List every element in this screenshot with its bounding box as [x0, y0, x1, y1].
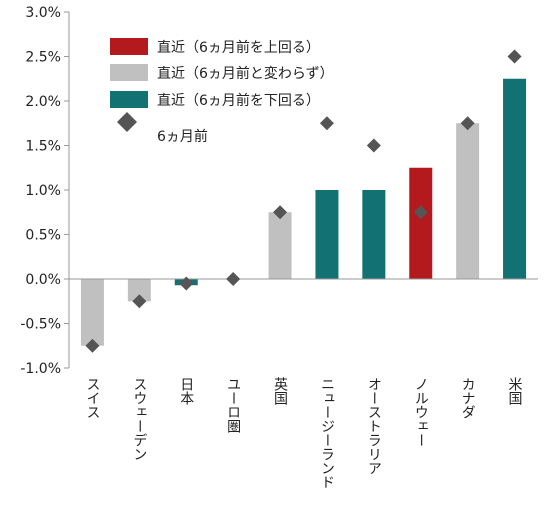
y-tick-label: 1.5% — [25, 139, 61, 155]
bar-9 — [503, 78, 527, 279]
bar-8 — [456, 123, 480, 279]
y-tick-label: 2.0% — [25, 94, 61, 110]
legend-label: 直近（6ヵ月前と変わらず） — [157, 65, 334, 82]
y-tick-label: 2.5% — [25, 50, 61, 66]
prev-marker-1 — [132, 294, 147, 309]
y-tick-label: 1.0% — [25, 183, 61, 199]
legend-swatch-higher — [110, 38, 148, 55]
legend-swatch-lower — [110, 91, 148, 108]
category-label: ユーロ圏 — [225, 377, 241, 434]
category-label: ノルウェー — [413, 377, 429, 447]
prev-marker-9 — [507, 49, 522, 64]
prev-marker-4 — [273, 205, 288, 220]
prev-marker-5 — [319, 116, 334, 131]
bar-6 — [362, 190, 386, 279]
category-label: オーストラリア — [366, 377, 382, 475]
bar-1 — [127, 279, 151, 302]
prev-marker-8 — [460, 116, 475, 131]
bar-4 — [268, 212, 292, 279]
prev-marker-6 — [366, 138, 381, 153]
prev-marker-0 — [85, 338, 100, 353]
y-tick-label: 3.0% — [25, 5, 61, 21]
legend-label: 直近（6ヵ月前を下回る） — [157, 92, 320, 109]
legend-label: 6ヵ月前 — [157, 128, 208, 145]
y-tick-label: -0.5% — [20, 317, 61, 333]
prev-marker-3 — [226, 272, 241, 286]
category-label: スイス — [84, 377, 100, 419]
category-label: 英国 — [272, 376, 288, 405]
category-label: カナダ — [460, 377, 476, 419]
category-label: ニュージーランド — [319, 377, 335, 489]
bar-5 — [315, 190, 339, 279]
category-label: 日本 — [178, 377, 194, 405]
y-tick-label: -1.0% — [20, 361, 61, 377]
prev-marker-2 — [179, 276, 194, 291]
category-label: 米国 — [507, 377, 523, 405]
legend-swatch-prev — [117, 112, 137, 132]
legend-swatch-same — [110, 64, 148, 81]
legend-label: 直近（6ヵ月前を上回る） — [157, 39, 320, 56]
prev-marker-7 — [413, 205, 428, 220]
category-label: スウェーデン — [131, 377, 147, 461]
y-tick-label: 0.0% — [25, 272, 61, 288]
bar-7 — [409, 167, 433, 279]
bar-0 — [80, 279, 104, 346]
y-tick-label: 0.5% — [25, 228, 61, 244]
